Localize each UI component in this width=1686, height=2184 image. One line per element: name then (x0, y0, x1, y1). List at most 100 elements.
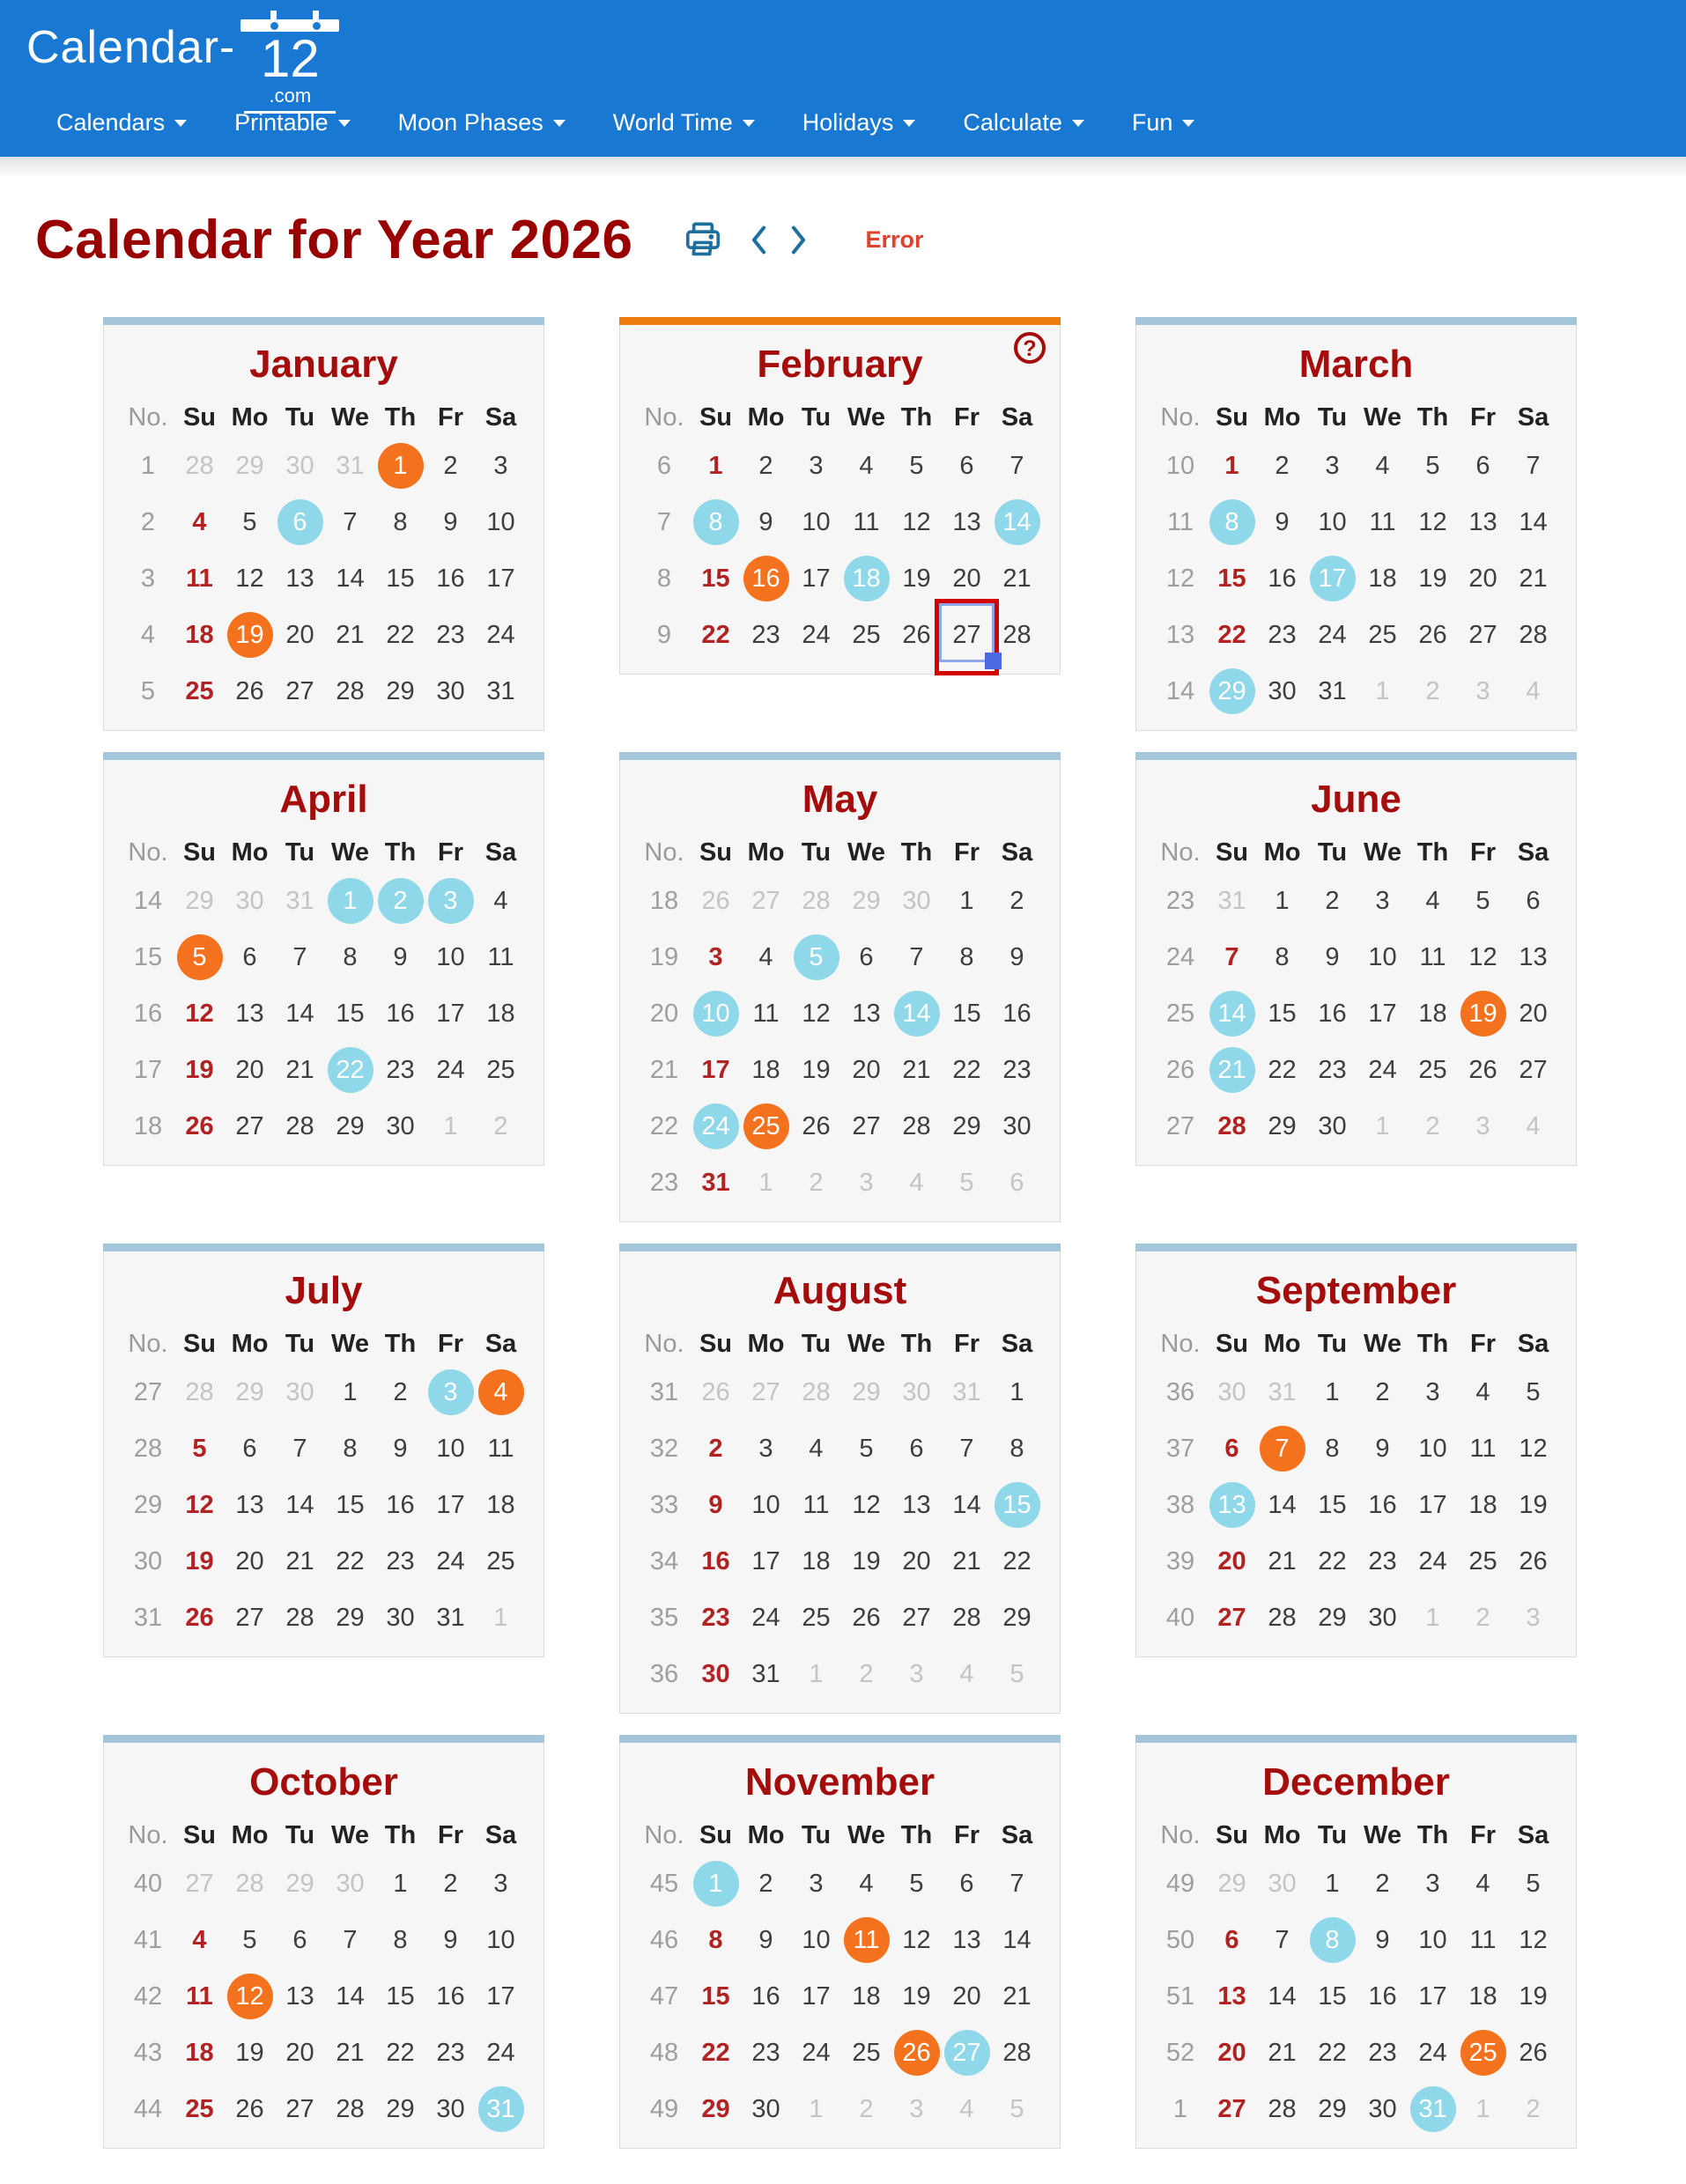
month-accent-bar (103, 1735, 544, 1743)
day-cell: 22 (992, 1533, 1042, 1590)
help-icon[interactable]: ? (1014, 332, 1046, 364)
day-cell: 23 (1357, 2025, 1408, 2081)
day-cell: 3 (841, 1155, 891, 1211)
month-card-july: July No. Su Mo Tu We Th Fr Sa 27 28 29 30 1 2 3 4 28 5 6 7 8 9… (103, 1243, 544, 1657)
day-number: 11 (802, 1491, 830, 1519)
day-number: 23 (436, 621, 465, 649)
week-row: 21 17 18 19 20 21 22 23 (638, 1042, 1042, 1098)
day-number: 4 (477, 1369, 524, 1415)
day-number: 11 (186, 564, 213, 593)
day-number: 29 (285, 1870, 314, 1898)
caret-down-icon (1071, 119, 1084, 127)
day-cell: 10 (1307, 494, 1357, 550)
selection-handle[interactable] (985, 653, 1002, 669)
day-cell: 17 (425, 1477, 476, 1533)
day-number: 26 (701, 887, 730, 915)
day-cell: 18 (476, 1477, 526, 1533)
day-cell: 22 (1307, 2025, 1357, 2081)
day-number: 7 (1009, 1870, 1024, 1898)
day-cell: 20 (1458, 550, 1508, 607)
day-cell: 31 (275, 873, 325, 929)
day-number: 18 (802, 1547, 831, 1575)
day-cell: 3 (476, 438, 526, 494)
day-cell: 30 (1257, 663, 1307, 719)
nav-item-fun[interactable]: Fun (1132, 109, 1195, 136)
month-grid: No. Su Mo Tu We Th Fr Sa 14 29 30 31 1 2 3 4 15 5 6 7 8 9 10 11… (122, 832, 526, 1155)
week-row: 12 15 16 17 18 19 20 21 (1154, 550, 1558, 607)
day-number: 26 (902, 621, 931, 649)
day-cell: 28 (275, 1590, 325, 1646)
day-number: 13 (1217, 1982, 1246, 2011)
day-cell: 3 (691, 929, 741, 985)
site-logo[interactable]: Calendar- 12 .com (26, 11, 341, 114)
day-number: 26 (185, 1112, 214, 1140)
day-number: 4 (1375, 452, 1390, 480)
day-cell: 5 (1508, 1364, 1558, 1420)
day-cell: 16 (375, 1477, 425, 1533)
day-number: 1 (1425, 1604, 1440, 1632)
next-year-button[interactable] (788, 224, 809, 256)
day-number: 11 (752, 1000, 780, 1028)
day-number: 25 (1460, 2030, 1506, 2076)
nav-item-calculate[interactable]: Calculate (963, 109, 1084, 136)
day-cell: 16 (1357, 1968, 1408, 2025)
day-cell: 27 (1207, 1590, 1257, 1646)
day-cell: 13 (841, 985, 891, 1042)
week-number: 40 (1165, 1603, 1195, 1632)
day-cell: 18 (174, 607, 225, 663)
day-cell: 22 (1257, 1042, 1307, 1098)
day-number: 15 (701, 1982, 730, 2011)
day-number: 3 (758, 1435, 773, 1463)
day-number: 28 (185, 452, 214, 480)
day-cell: 29 (375, 663, 425, 719)
previous-year-button[interactable] (749, 224, 769, 256)
day-number: 9 (1375, 1926, 1390, 1954)
day-cell: 23 (741, 2025, 791, 2081)
nav-item-printable[interactable]: Printable (234, 109, 351, 136)
day-number: 14 (994, 499, 1040, 545)
week-number: 20 (649, 999, 679, 1028)
day-cell: 5 (891, 1856, 942, 1912)
day-number: 15 (336, 1000, 365, 1028)
chevron-right-icon (792, 225, 806, 254)
day-cell: 11 (841, 1912, 891, 1968)
day-cell: 15 (1257, 985, 1307, 1042)
weekday-header: Th (1416, 1820, 1449, 1849)
day-number: 5 (242, 508, 257, 536)
day-number: 26 (1519, 2039, 1548, 2067)
day-cell: 28 (275, 1098, 325, 1155)
nav-item-moon-phases[interactable]: Moon Phases (398, 109, 566, 136)
day-number: 27 (185, 1870, 214, 1898)
weekday-header: Th (900, 402, 933, 432)
day-cell: 22 (325, 1042, 375, 1098)
day-number: 9 (1375, 1435, 1390, 1463)
day-cell: 23 (741, 607, 791, 663)
week-number-header: No. (644, 402, 684, 432)
day-cell: 15 (1307, 1968, 1357, 2025)
day-number: 17 (436, 1491, 465, 1519)
day-cell: 24 (425, 1533, 476, 1590)
weekday-header: Tu (1317, 402, 1348, 432)
day-number: 20 (852, 1056, 881, 1084)
nav-item-holidays[interactable]: Holidays (802, 109, 916, 136)
day-number: 3 (1325, 452, 1340, 480)
day-cell: 22 (1307, 1533, 1357, 1590)
day-number: 27 (852, 1112, 881, 1140)
day-cell: 25 (1357, 607, 1408, 663)
day-cell: 27 (891, 1590, 942, 1646)
day-cell: 31 (741, 1646, 791, 1702)
day-number: 3 (427, 1369, 474, 1415)
day-cell: 28 (325, 663, 375, 719)
calendar-row: January No. Su Mo Tu We Th Fr Sa 1 28 29 30 31 1 2 3 2 4 5 6… (103, 317, 1686, 731)
day-number: 6 (1009, 1169, 1024, 1197)
print-button[interactable] (682, 219, 724, 260)
day-cell: 14 (275, 1477, 325, 1533)
nav-item-label: Holidays (802, 109, 894, 136)
day-number: 21 (952, 1547, 981, 1575)
day-number: 16 (386, 1491, 415, 1519)
nav-item-world-time[interactable]: World Time (613, 109, 755, 136)
day-number: 26 (235, 677, 264, 705)
nav-item-calendars[interactable]: Calendars (56, 109, 188, 136)
month-title: April (279, 778, 368, 821)
day-cell: 29 (325, 1098, 375, 1155)
